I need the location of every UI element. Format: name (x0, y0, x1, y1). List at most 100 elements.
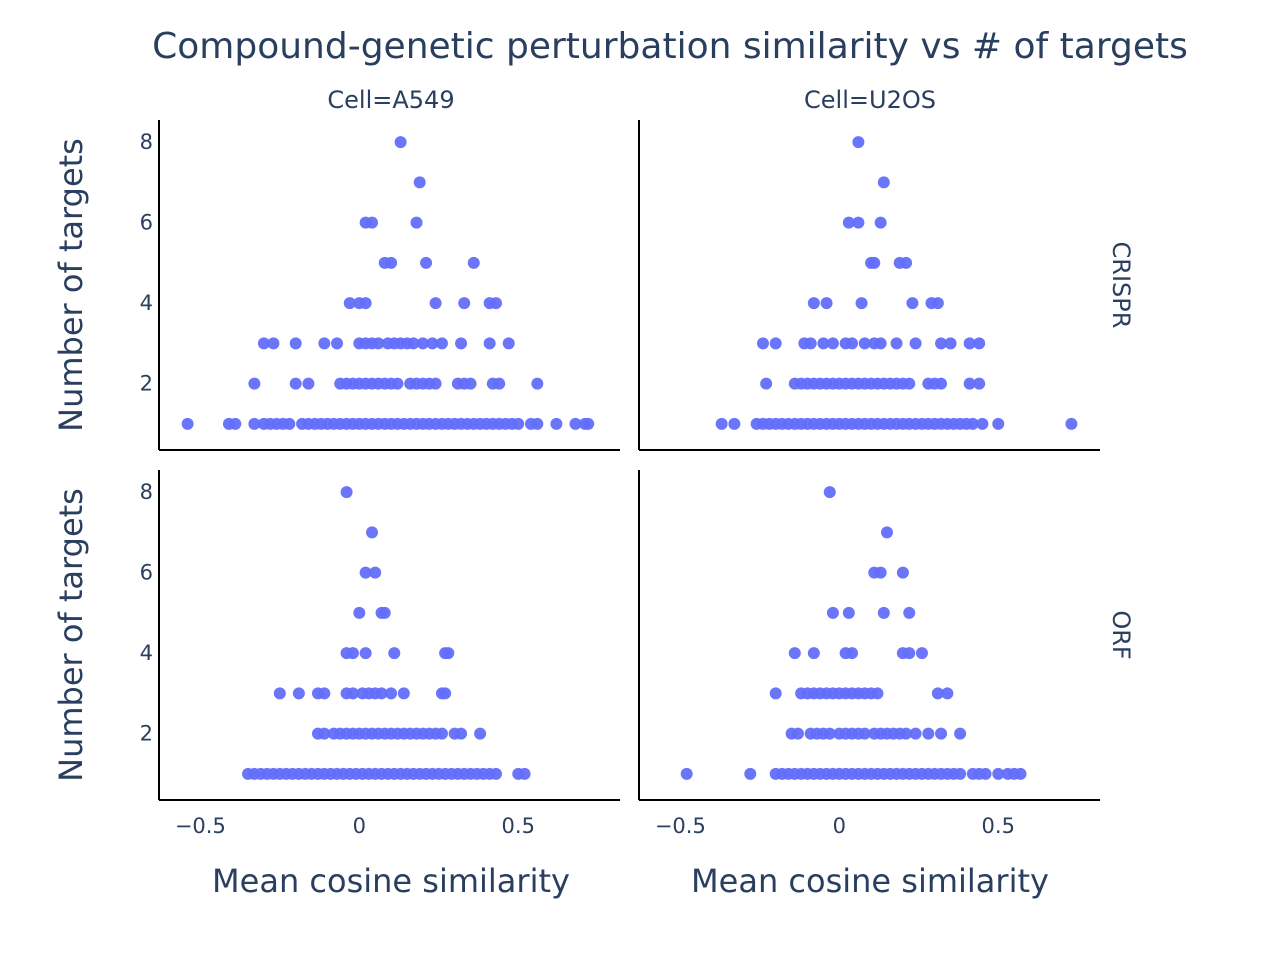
scatter-point (410, 216, 423, 229)
scatter-point (954, 767, 967, 780)
scatter-point (429, 377, 442, 390)
scatter-point (391, 377, 404, 390)
scatter-point (302, 377, 315, 390)
y-axis-title-top: Number of targets (52, 138, 90, 432)
scatter-point (935, 337, 948, 350)
scatter-point (289, 337, 302, 350)
scatter-point (760, 377, 773, 390)
scatter-point (407, 337, 420, 350)
scatter-point (283, 417, 296, 430)
scatter-point (979, 767, 992, 780)
scatter-point (877, 176, 890, 189)
scatter-point (842, 606, 855, 619)
column-label-a549: Cell=A549 (327, 86, 454, 114)
scatter-point (931, 297, 944, 310)
scatter-point (874, 216, 887, 229)
scatter-point (941, 687, 954, 700)
scatter-point (464, 377, 477, 390)
scatter-point (518, 767, 531, 780)
panel-u2os-orf: −0.5 0 0.5 (638, 470, 1100, 838)
scatter-point (846, 647, 859, 660)
scatter-point (903, 647, 916, 660)
panels: 2 4 6 8 2 4 6 8 −0.5 0 0.5 −0.5 0 0.5 (140, 120, 1100, 838)
scatter-point (900, 727, 913, 740)
scatter-point (788, 647, 801, 660)
scatter-point (229, 417, 242, 430)
scatter-point (1014, 767, 1027, 780)
scatter-point (248, 417, 261, 430)
scatter-point (257, 337, 270, 350)
chart-title: Compound-genetic perturbation similarity… (152, 26, 1188, 67)
scatter-point (817, 337, 830, 350)
scatter-point (550, 417, 563, 430)
scatter-point (343, 297, 356, 310)
scatter-point (569, 417, 582, 430)
scatter-point (292, 687, 305, 700)
scatter-point (289, 377, 302, 390)
scatter-point (791, 727, 804, 740)
scatter-point (375, 687, 388, 700)
scatter-point (359, 297, 372, 310)
scatter-point (874, 566, 887, 579)
scatter-point (248, 377, 261, 390)
scatter-point (909, 337, 922, 350)
scatter-point (906, 297, 919, 310)
panel-u2os-crispr (638, 120, 1100, 451)
scatter-point (369, 566, 382, 579)
scatter-point (880, 526, 893, 539)
scatter-point (442, 647, 455, 660)
y-tick-label: 4 (140, 641, 153, 665)
scatter-point (366, 526, 379, 539)
scatter-point (512, 417, 525, 430)
scatter-point (426, 337, 439, 350)
scatter-point (318, 687, 331, 700)
scatter-point (756, 337, 769, 350)
scatter-point (474, 727, 487, 740)
scatter-point (715, 417, 728, 430)
scatter-point (826, 337, 839, 350)
scatter-point (820, 297, 833, 310)
scatter-point (823, 727, 836, 740)
scatter-point (852, 136, 865, 149)
scatter-point (394, 136, 407, 149)
scatter-point (858, 727, 871, 740)
scatter-point (353, 606, 366, 619)
scatter-point (397, 687, 410, 700)
y-tick-label: 2 (140, 722, 153, 746)
panel-a549-crispr: 2 4 6 8 (140, 120, 620, 451)
scatter-point (359, 647, 372, 660)
x-axis-title-left: Mean cosine similarity (212, 862, 570, 900)
scatter-point (346, 687, 359, 700)
scatter-point (455, 337, 468, 350)
scatter-point (858, 337, 871, 350)
scatter-point (458, 297, 471, 310)
y-tick-label: 2 (140, 372, 153, 396)
scatter-point (502, 337, 515, 350)
scatter-point (318, 727, 331, 740)
scatter-point (744, 767, 757, 780)
scatter-point (420, 256, 433, 269)
scatter-point (267, 337, 280, 350)
scatter-point (531, 417, 544, 430)
scatter-point (493, 377, 506, 390)
scatter-point (346, 647, 359, 660)
scatter-point (973, 337, 986, 350)
scatter-point (826, 606, 839, 619)
y-tick-label: 6 (140, 211, 153, 235)
scatter-point (877, 606, 890, 619)
scatter-point (413, 176, 426, 189)
scatter-point (455, 727, 468, 740)
scatter-point (944, 337, 957, 350)
scatter-point (842, 216, 855, 229)
scatter-point (935, 377, 948, 390)
scatter-point (366, 216, 379, 229)
scatter-point (922, 727, 935, 740)
x-tick-label: 0.5 (982, 814, 1015, 838)
scatter-point (846, 337, 859, 350)
scatter-point (915, 647, 928, 660)
x-tick-label: −0.5 (175, 814, 226, 838)
scatter-point (467, 256, 480, 269)
scatter-point (340, 486, 353, 499)
x-tick-label: 0 (353, 814, 366, 838)
scatter-point (378, 606, 391, 619)
